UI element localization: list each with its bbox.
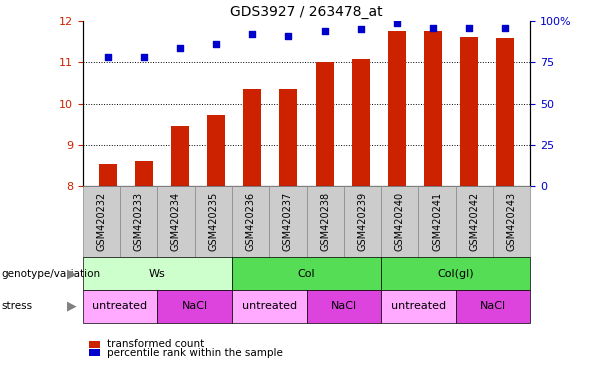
Text: GSM420232: GSM420232: [96, 192, 107, 252]
Title: GDS3927 / 263478_at: GDS3927 / 263478_at: [230, 5, 383, 19]
Text: GSM420242: GSM420242: [470, 192, 479, 252]
Text: NaCl: NaCl: [181, 301, 208, 311]
Text: untreated: untreated: [93, 301, 148, 311]
Point: [103, 55, 113, 61]
Text: GSM420239: GSM420239: [357, 192, 367, 251]
Bar: [460, 37, 478, 186]
Text: genotype/variation: genotype/variation: [1, 268, 101, 279]
Text: GSM420237: GSM420237: [283, 192, 293, 252]
Point: [464, 25, 474, 31]
Bar: [352, 59, 370, 186]
Bar: [243, 89, 261, 186]
Text: stress: stress: [1, 301, 32, 311]
Bar: [387, 31, 406, 186]
Text: ▶: ▶: [67, 300, 77, 313]
Point: [139, 55, 149, 61]
Text: GSM420241: GSM420241: [432, 192, 442, 251]
Text: Ws: Ws: [149, 268, 166, 279]
Text: Col(gl): Col(gl): [437, 268, 474, 279]
Point: [500, 25, 510, 31]
Bar: [99, 164, 117, 186]
Point: [175, 45, 185, 51]
Point: [284, 33, 294, 39]
Text: GSM420240: GSM420240: [395, 192, 405, 251]
Text: percentile rank within the sample: percentile rank within the sample: [107, 348, 283, 358]
Bar: [316, 61, 333, 186]
Point: [428, 25, 438, 31]
Text: GSM420238: GSM420238: [320, 192, 330, 251]
Text: GSM420234: GSM420234: [171, 192, 181, 251]
Text: GSM420235: GSM420235: [208, 192, 218, 252]
Point: [211, 41, 221, 47]
Bar: [207, 115, 226, 186]
Text: NaCl: NaCl: [480, 301, 506, 311]
Bar: [171, 126, 189, 186]
Point: [248, 31, 257, 37]
Text: transformed count: transformed count: [107, 339, 205, 349]
Text: GSM420243: GSM420243: [506, 192, 517, 251]
Text: GSM420233: GSM420233: [134, 192, 143, 251]
Text: Col: Col: [298, 268, 315, 279]
Text: GSM420236: GSM420236: [246, 192, 256, 251]
Bar: [135, 161, 153, 186]
Bar: [496, 38, 514, 186]
Point: [356, 26, 365, 33]
Bar: [280, 89, 297, 186]
Point: [319, 28, 329, 34]
Point: [392, 20, 402, 26]
Text: NaCl: NaCl: [331, 301, 357, 311]
Text: ▶: ▶: [67, 267, 77, 280]
Bar: [424, 31, 442, 186]
Text: untreated: untreated: [391, 301, 446, 311]
Text: untreated: untreated: [242, 301, 297, 311]
